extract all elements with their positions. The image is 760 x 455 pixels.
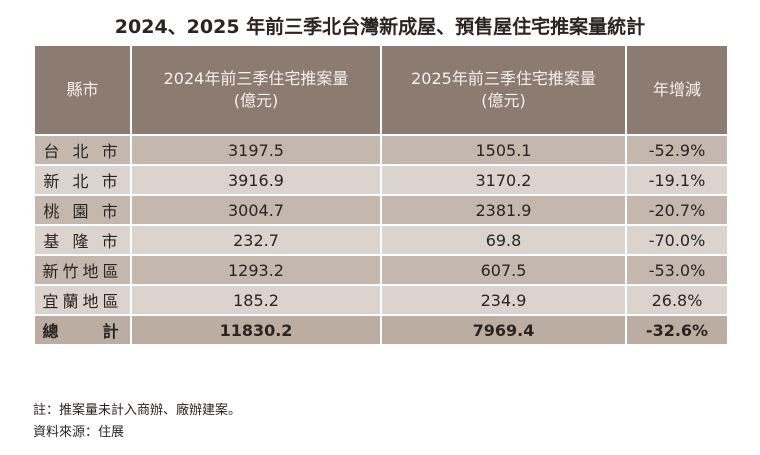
- header-2024-label: 2024年前三季住宅推案量: [163, 69, 349, 88]
- value-2025-cell: 69.8: [380, 224, 627, 256]
- header-2025-label: 2025年前三季住宅推案量: [411, 69, 596, 88]
- table-row: 桃 園 市 3004.7 2381.9 -20.7%: [33, 194, 729, 226]
- city-cell: 總 計: [33, 314, 132, 346]
- header-change: 年增減: [625, 44, 729, 136]
- value-2025-cell: 607.5: [380, 254, 627, 286]
- total-row: 總 計 11830.2 7969.4 -32.6%: [33, 314, 729, 346]
- city-cell: 新竹地區: [33, 254, 132, 286]
- change-cell: -32.6%: [625, 314, 729, 346]
- change-cell: 26.8%: [625, 284, 729, 316]
- header-2024-unit: (億元): [233, 91, 279, 110]
- value-2024-cell: 232.7: [130, 224, 382, 256]
- table-row: 基 隆 市 232.7 69.8 -70.0%: [33, 224, 729, 256]
- value-2024-cell: 11830.2: [130, 314, 382, 346]
- change-cell: -52.9%: [625, 134, 729, 166]
- header-city: 縣市: [33, 44, 132, 136]
- value-2025-cell: 7969.4: [380, 314, 627, 346]
- city-cell: 台 北 市: [33, 134, 132, 166]
- change-cell: -53.0%: [625, 254, 729, 286]
- table-row: 新竹地區 1293.2 607.5 -53.0%: [33, 254, 729, 286]
- table-row: 台 北 市 3197.5 1505.1 -52.9%: [33, 134, 729, 166]
- table-row: 宜蘭地區 185.2 234.9 26.8%: [33, 284, 729, 316]
- header-2024: 2024年前三季住宅推案量 (億元): [130, 44, 382, 136]
- value-2025-cell: 2381.9: [380, 194, 627, 226]
- change-cell: -70.0%: [625, 224, 729, 256]
- city-cell: 基 隆 市: [33, 224, 132, 256]
- footnote: 註：推案量未計入商辦、廠辦建案。: [33, 403, 242, 418]
- value-2025-cell: 1505.1: [380, 134, 627, 166]
- value-2024-cell: 3197.5: [130, 134, 382, 166]
- change-cell: -19.1%: [625, 164, 729, 196]
- value-2024-cell: 1293.2: [130, 254, 382, 286]
- source-note: 資料來源：住展: [33, 425, 125, 440]
- table-title: 2024、2025 年前三季北台灣新成屋、預售屋住宅推案量統計: [114, 16, 646, 38]
- value-2024-cell: 3916.9: [130, 164, 382, 196]
- city-cell: 桃 園 市: [33, 194, 132, 226]
- header-2025-unit: (億元): [481, 91, 526, 110]
- city-cell: 新 北 市: [33, 164, 132, 196]
- housing-supply-table: 縣市 2024年前三季住宅推案量 (億元) 2025年前三季住宅推案量 (億元) 年…: [33, 44, 729, 346]
- value-2025-cell: 234.9: [380, 284, 627, 316]
- value-2024-cell: 185.2: [130, 284, 382, 316]
- header-2025: 2025年前三季住宅推案量 (億元): [380, 44, 627, 136]
- value-2025-cell: 3170.2: [380, 164, 627, 196]
- change-cell: -20.7%: [625, 194, 729, 226]
- table-row: 新 北 市 3916.9 3170.2 -19.1%: [33, 164, 729, 196]
- city-cell: 宜蘭地區: [33, 284, 132, 316]
- value-2024-cell: 3004.7: [130, 194, 382, 226]
